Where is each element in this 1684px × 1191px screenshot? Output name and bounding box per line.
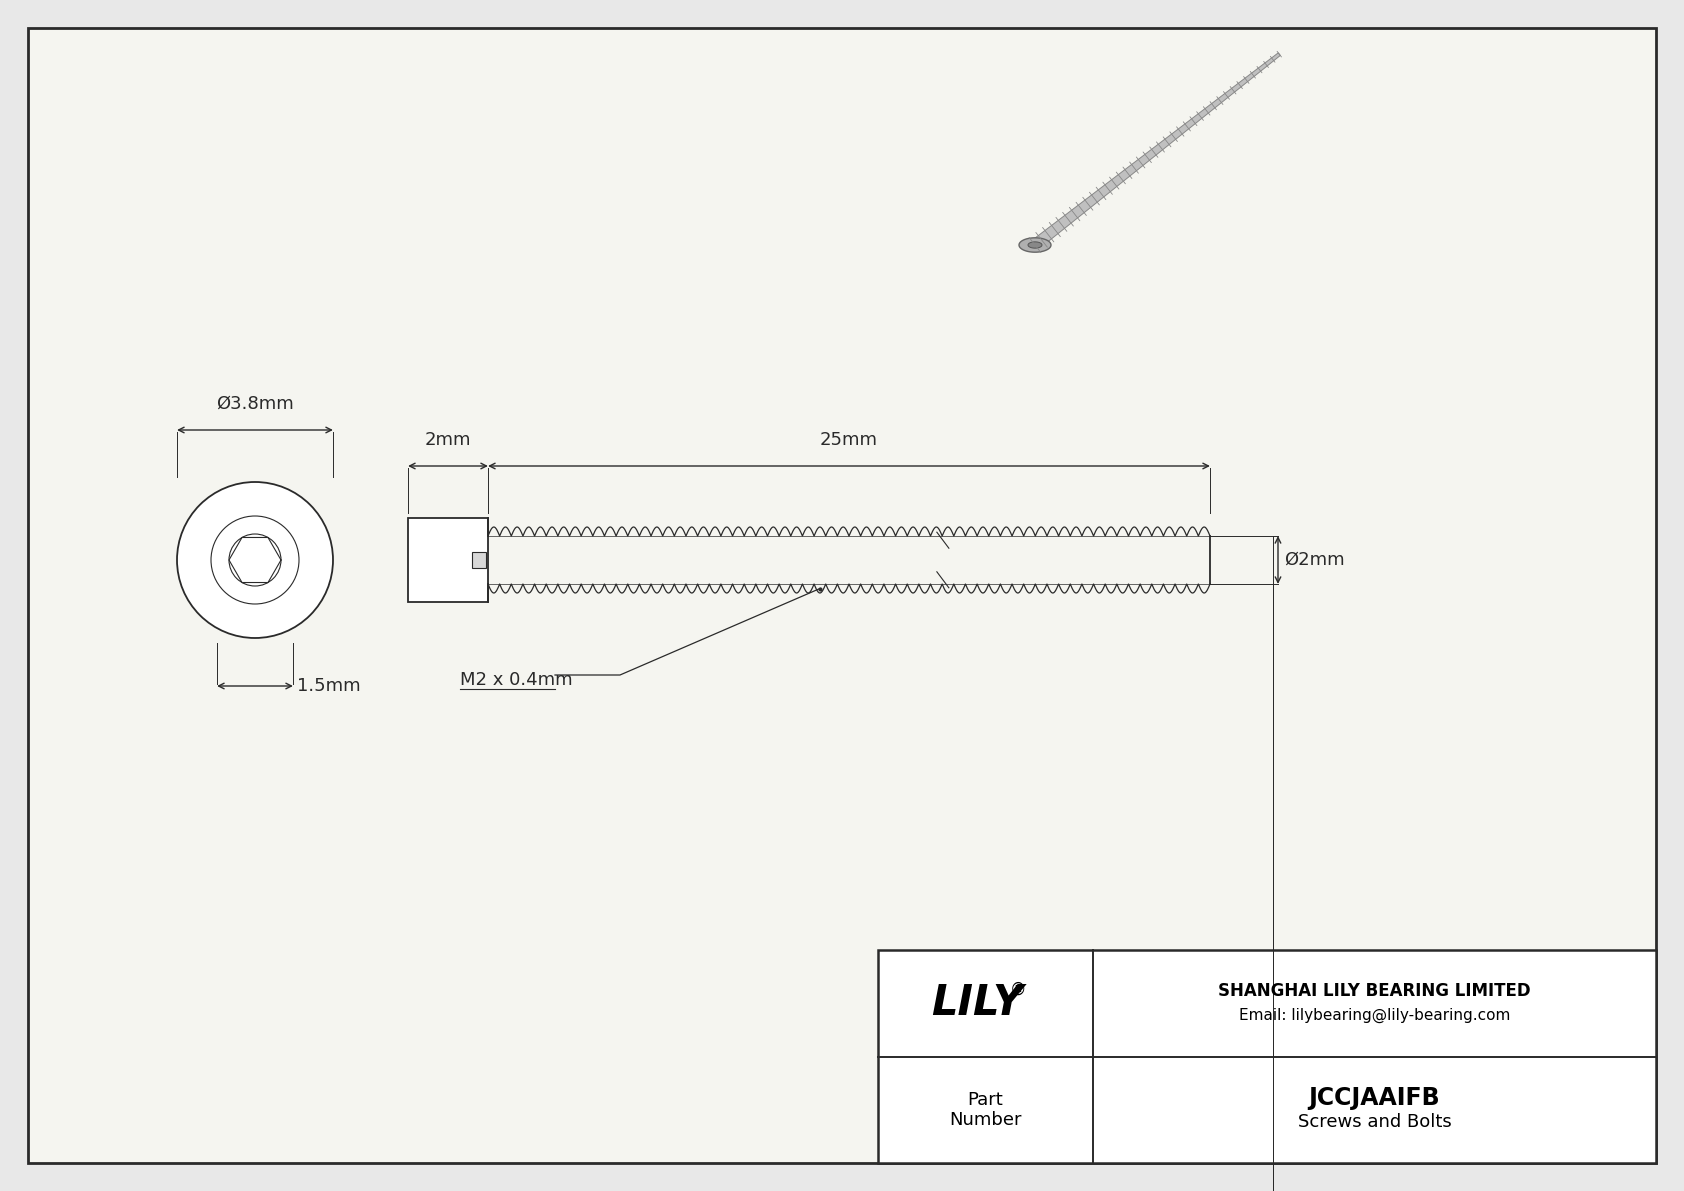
- Text: 1.5mm: 1.5mm: [296, 676, 360, 696]
- Circle shape: [210, 516, 300, 604]
- Text: SHANGHAI LILY BEARING LIMITED: SHANGHAI LILY BEARING LIMITED: [1218, 983, 1531, 1000]
- Circle shape: [229, 534, 281, 586]
- Circle shape: [177, 482, 333, 638]
- Text: Screws and Bolts: Screws and Bolts: [1298, 1112, 1452, 1130]
- Bar: [877, 950, 1655, 1162]
- Text: JCCJAAIFB: JCCJAAIFB: [1308, 1086, 1440, 1110]
- Polygon shape: [1027, 242, 1042, 248]
- Bar: [472, 551, 487, 568]
- FancyBboxPatch shape: [29, 29, 1655, 1162]
- Text: Email: lilybearing@lily-bearing.com: Email: lilybearing@lily-bearing.com: [1239, 1008, 1511, 1023]
- Text: M2 x 0.4mm: M2 x 0.4mm: [460, 671, 573, 690]
- Bar: [408, 518, 488, 601]
- Polygon shape: [1019, 238, 1051, 252]
- Text: Ø2mm: Ø2mm: [1283, 551, 1344, 569]
- Text: Ø3.8mm: Ø3.8mm: [216, 395, 295, 413]
- Text: LILY: LILY: [931, 983, 1024, 1024]
- Text: Number: Number: [950, 1111, 1022, 1129]
- Text: 2mm: 2mm: [424, 431, 472, 449]
- Text: ®: ®: [1009, 980, 1026, 998]
- Polygon shape: [1032, 52, 1280, 249]
- Text: Part: Part: [968, 1091, 1004, 1109]
- Text: 25mm: 25mm: [820, 431, 877, 449]
